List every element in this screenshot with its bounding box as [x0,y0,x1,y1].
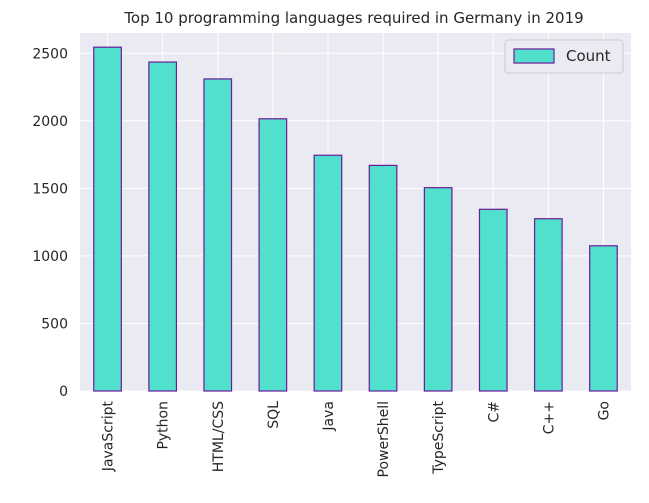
y-tick-label: 500 [41,316,68,332]
x-tick-label: JavaScript [101,400,117,472]
y-tick-label: 1000 [32,249,68,265]
bar-powershell [368,164,398,392]
x-tick-label: HTML/CSS [211,401,227,472]
x-tick-label: C# [486,401,502,423]
y-tick-label: 2000 [32,114,68,130]
y-axis-ticks: 0 500 1000 1500 2000 2500 [32,46,68,400]
x-tick-label: TypeScript [431,400,447,474]
legend-box [504,39,624,74]
bar-python [148,61,178,392]
y-tick-label: 2500 [32,46,68,62]
bars [93,46,618,392]
chart-title: Top 10 programming languages required in… [123,9,583,27]
x-tick-label: Go [596,401,612,420]
x-tick-label: C++ [541,401,557,434]
y-tick-label: 1500 [32,181,68,197]
bar-javascript [93,46,122,392]
bar-go [589,245,618,392]
x-tick-label: Java [321,401,337,432]
y-tick-label: 0 [59,384,68,400]
bar-sql [258,118,288,392]
legend-label: Count [566,47,611,65]
legend: Count [504,39,624,74]
bar-c- [478,208,508,392]
x-tick-label: Python [156,401,172,450]
x-axis-ticks: JavaScript Python HTML/CSS SQL Java PowerShel… [101,400,613,477]
x-tick-label: SQL [266,401,282,429]
bar-html-css [203,78,233,392]
legend-swatch [513,48,555,64]
bar-c- [533,218,563,392]
bar-typescript [423,187,453,392]
bar-java [313,154,343,392]
x-tick-label: PowerShell [376,401,392,477]
